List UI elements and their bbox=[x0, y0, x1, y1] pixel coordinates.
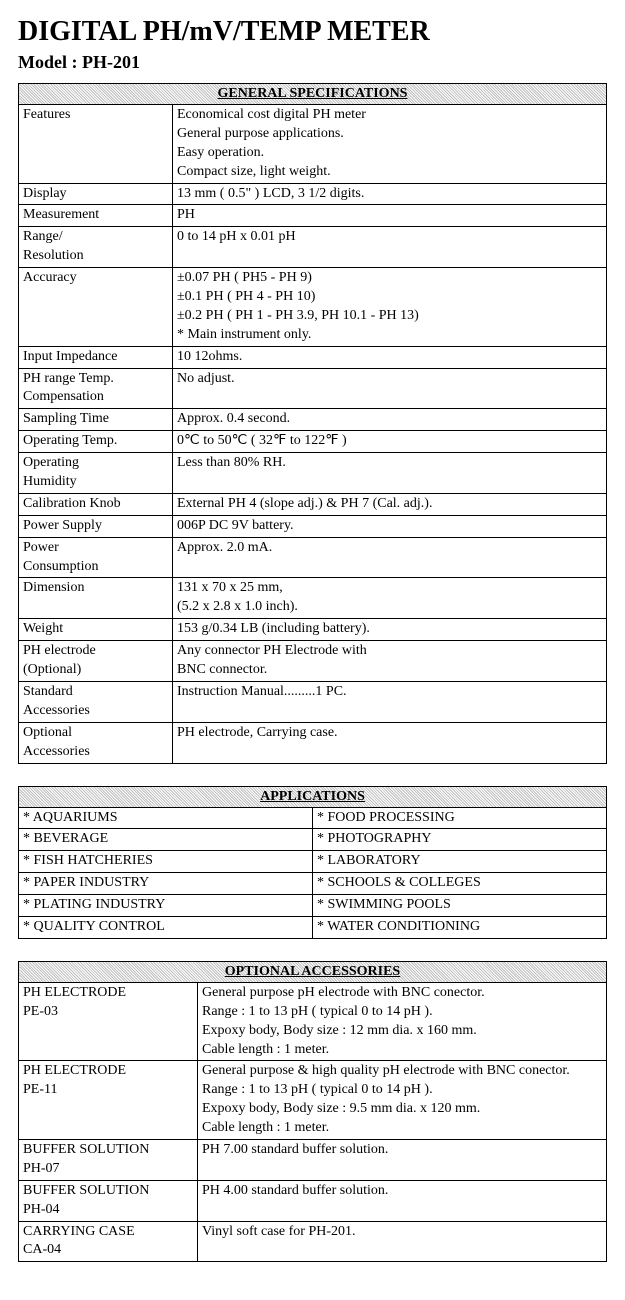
accessory-value: General purpose pH electrode with BNC co… bbox=[198, 982, 607, 1061]
spec-label: PH electrode(Optional) bbox=[19, 641, 173, 682]
accessories-table: OPTIONAL ACCESSORIES PH ELECTRODEPE-03Ge… bbox=[18, 961, 607, 1262]
spec-value: External PH 4 (slope adj.) & PH 7 (Cal. … bbox=[173, 493, 607, 515]
spec-value: Approx. 0.4 second. bbox=[173, 409, 607, 431]
spec-value: 10 12ohms. bbox=[173, 346, 607, 368]
accessory-label: PH ELECTRODEPE-11 bbox=[19, 1061, 198, 1140]
app-left: * BEVERAGE bbox=[19, 829, 313, 851]
spec-label: Range/Resolution bbox=[19, 227, 173, 268]
spec-value: No adjust. bbox=[173, 368, 607, 409]
spec-label: Display bbox=[19, 183, 173, 205]
accessories-header: OPTIONAL ACCESSORIES bbox=[19, 961, 607, 982]
spec-label: PowerConsumption bbox=[19, 537, 173, 578]
app-right: * LABORATORY bbox=[313, 851, 607, 873]
specs-table: GENERAL SPECIFICATIONS FeaturesEconomica… bbox=[18, 83, 607, 764]
page-title: DIGITAL PH/mV/TEMP METER bbox=[18, 16, 607, 48]
app-left: * QUALITY CONTROL bbox=[19, 916, 313, 938]
spec-label: StandardAccessories bbox=[19, 681, 173, 722]
accessory-label: CARRYING CASECA-04 bbox=[19, 1221, 198, 1262]
spec-label: Sampling Time bbox=[19, 409, 173, 431]
spec-value: 13 mm ( 0.5" ) LCD, 3 1/2 digits. bbox=[173, 183, 607, 205]
spec-label: Weight bbox=[19, 619, 173, 641]
app-right: * PHOTOGRAPHY bbox=[313, 829, 607, 851]
app-left: * AQUARIUMS bbox=[19, 807, 313, 829]
spec-label: OperatingHumidity bbox=[19, 453, 173, 494]
accessory-label: BUFFER SOLUTIONPH-07 bbox=[19, 1139, 198, 1180]
spec-value: Approx. 2.0 mA. bbox=[173, 537, 607, 578]
spec-value: 153 g/0.34 LB (including battery). bbox=[173, 619, 607, 641]
spec-value: PH bbox=[173, 205, 607, 227]
app-right: * FOOD PROCESSING bbox=[313, 807, 607, 829]
accessory-value: General purpose & high quality pH electr… bbox=[198, 1061, 607, 1140]
spec-value: ±0.07 PH ( PH5 - PH 9)±0.1 PH ( PH 4 - P… bbox=[173, 268, 607, 347]
specs-header: GENERAL SPECIFICATIONS bbox=[19, 84, 607, 105]
spec-label: Features bbox=[19, 105, 173, 184]
app-right: * SWIMMING POOLS bbox=[313, 895, 607, 917]
apps-table: APPLICATIONS * AQUARIUMS* FOOD PROCESSIN… bbox=[18, 786, 607, 939]
app-right: * SCHOOLS & COLLEGES bbox=[313, 873, 607, 895]
spec-label: OptionalAccessories bbox=[19, 722, 173, 763]
spec-value: Any connector PH Electrode withBNC conne… bbox=[173, 641, 607, 682]
spec-label: Accuracy bbox=[19, 268, 173, 347]
spec-value: Instruction Manual.........1 PC. bbox=[173, 681, 607, 722]
accessory-label: BUFFER SOLUTIONPH-04 bbox=[19, 1180, 198, 1221]
app-left: * PLATING INDUSTRY bbox=[19, 895, 313, 917]
apps-header: APPLICATIONS bbox=[19, 786, 607, 807]
spec-value: Less than 80% RH. bbox=[173, 453, 607, 494]
spec-label: PH range Temp.Compensation bbox=[19, 368, 173, 409]
accessory-value: Vinyl soft case for PH-201. bbox=[198, 1221, 607, 1262]
spec-value: 0℃ to 50℃ ( 32℉ to 122℉ ) bbox=[173, 431, 607, 453]
spec-value: Economical cost digital PH meterGeneral … bbox=[173, 105, 607, 184]
accessory-value: PH 7.00 standard buffer solution. bbox=[198, 1139, 607, 1180]
accessory-value: PH 4.00 standard buffer solution. bbox=[198, 1180, 607, 1221]
spec-label: Measurement bbox=[19, 205, 173, 227]
spec-label: Calibration Knob bbox=[19, 493, 173, 515]
spec-label: Operating Temp. bbox=[19, 431, 173, 453]
app-left: * FISH HATCHERIES bbox=[19, 851, 313, 873]
spec-label: Input Impedance bbox=[19, 346, 173, 368]
spec-value: 131 x 70 x 25 mm,(5.2 x 2.8 x 1.0 inch). bbox=[173, 578, 607, 619]
app-left: * PAPER INDUSTRY bbox=[19, 873, 313, 895]
spec-value: 006P DC 9V battery. bbox=[173, 515, 607, 537]
spec-label: Power Supply bbox=[19, 515, 173, 537]
spec-label: Dimension bbox=[19, 578, 173, 619]
spec-value: PH electrode, Carrying case. bbox=[173, 722, 607, 763]
spec-value: 0 to 14 pH x 0.01 pH bbox=[173, 227, 607, 268]
accessory-label: PH ELECTRODEPE-03 bbox=[19, 982, 198, 1061]
app-right: * WATER CONDITIONING bbox=[313, 916, 607, 938]
model-line: Model : PH-201 bbox=[18, 52, 607, 73]
